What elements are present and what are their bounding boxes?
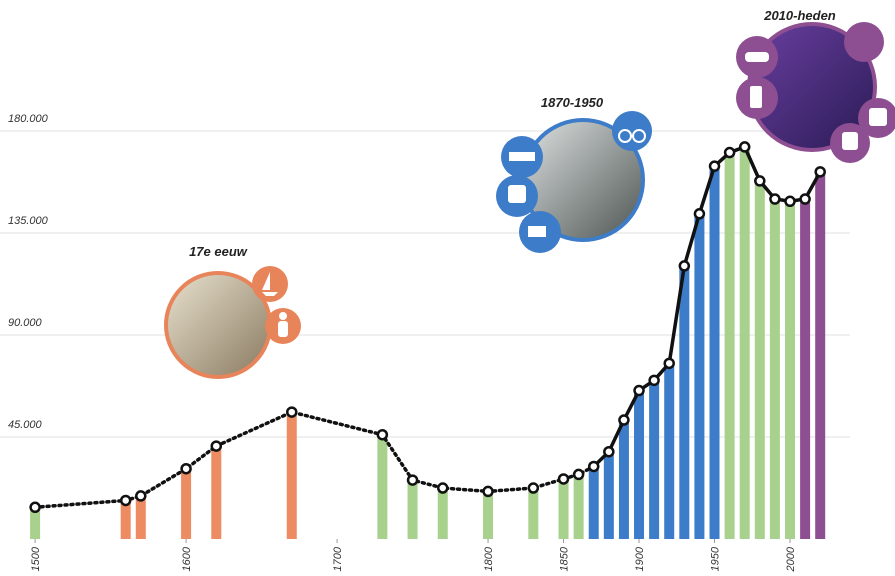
bar xyxy=(679,266,689,539)
point xyxy=(755,176,764,185)
icon-shape xyxy=(750,86,762,108)
bars xyxy=(30,147,825,539)
bar xyxy=(528,488,538,539)
point xyxy=(680,261,689,270)
bar xyxy=(483,491,493,539)
point xyxy=(619,416,628,425)
point xyxy=(650,376,659,385)
bar xyxy=(559,479,569,539)
era-badge xyxy=(736,22,895,163)
annotation: 1870-1950 xyxy=(541,95,604,110)
bar xyxy=(604,452,614,539)
bar xyxy=(287,412,297,539)
x-tick-label: 1500 xyxy=(30,546,42,571)
bar xyxy=(664,363,674,539)
bar xyxy=(181,469,191,539)
bar xyxy=(589,466,599,539)
chart: 45.000 90.000 135.000 180.000 1500 1600 1700 18… xyxy=(0,0,895,576)
icon-shape xyxy=(278,321,288,337)
icon-shape xyxy=(279,312,287,320)
point xyxy=(786,197,795,206)
y-tick-label: 135.000 xyxy=(8,215,49,227)
point xyxy=(529,484,538,493)
bar xyxy=(785,201,795,539)
bar xyxy=(649,380,659,539)
bar xyxy=(800,199,810,539)
point xyxy=(408,476,417,485)
bar xyxy=(574,474,584,539)
point xyxy=(770,195,779,204)
point xyxy=(378,430,387,439)
point xyxy=(484,487,493,496)
bar xyxy=(710,166,720,539)
bar xyxy=(211,446,221,539)
x-tick-label: 1850 xyxy=(559,546,571,571)
x-tick-label: 1700 xyxy=(332,546,344,571)
point xyxy=(801,195,810,204)
point xyxy=(212,442,221,451)
icon-shape xyxy=(842,132,858,150)
point xyxy=(136,491,145,500)
bar xyxy=(136,496,146,539)
bar xyxy=(408,480,418,539)
bar xyxy=(377,435,387,539)
point xyxy=(604,447,613,456)
bar xyxy=(770,199,780,539)
icon-shape xyxy=(509,152,535,161)
icon-shape xyxy=(508,185,526,203)
x-tick-label: 1800 xyxy=(483,546,495,571)
x-tick-label: 1950 xyxy=(710,546,722,571)
y-tick-label: 90.000 xyxy=(8,317,43,329)
point xyxy=(589,462,598,471)
point xyxy=(287,408,296,417)
point xyxy=(740,142,749,151)
point xyxy=(121,496,130,505)
bar xyxy=(438,488,448,539)
era-badge xyxy=(166,266,301,377)
bar xyxy=(740,147,750,539)
point xyxy=(559,474,568,483)
point xyxy=(438,484,447,493)
point xyxy=(31,503,40,512)
bar xyxy=(725,153,735,539)
era-badge xyxy=(496,111,652,253)
population-line xyxy=(35,412,594,507)
x-tick-label: 1600 xyxy=(181,546,193,571)
icon-bicycle xyxy=(612,111,652,151)
y-tick-label: 45.000 xyxy=(8,419,43,431)
point xyxy=(635,386,644,395)
point xyxy=(725,148,734,157)
point xyxy=(695,209,704,218)
bar xyxy=(755,181,765,539)
x-tick-label: 1900 xyxy=(634,546,646,571)
point xyxy=(710,162,719,171)
icon-shape xyxy=(745,52,769,62)
annotation: 17e eeuw xyxy=(189,244,248,259)
bar xyxy=(815,172,825,539)
bar xyxy=(634,391,644,539)
icon-shape xyxy=(869,108,887,126)
point xyxy=(816,167,825,176)
bar xyxy=(694,214,704,539)
point xyxy=(182,464,191,473)
icon-bicycle xyxy=(844,22,884,62)
x-tick-label: 2000 xyxy=(785,546,797,572)
point xyxy=(574,470,583,479)
bar xyxy=(619,420,629,539)
point xyxy=(665,359,674,368)
y-tick-label: 180.000 xyxy=(8,113,49,125)
annotation: 2010-heden xyxy=(763,8,836,23)
bar xyxy=(121,500,131,539)
icon-shape xyxy=(528,226,546,237)
